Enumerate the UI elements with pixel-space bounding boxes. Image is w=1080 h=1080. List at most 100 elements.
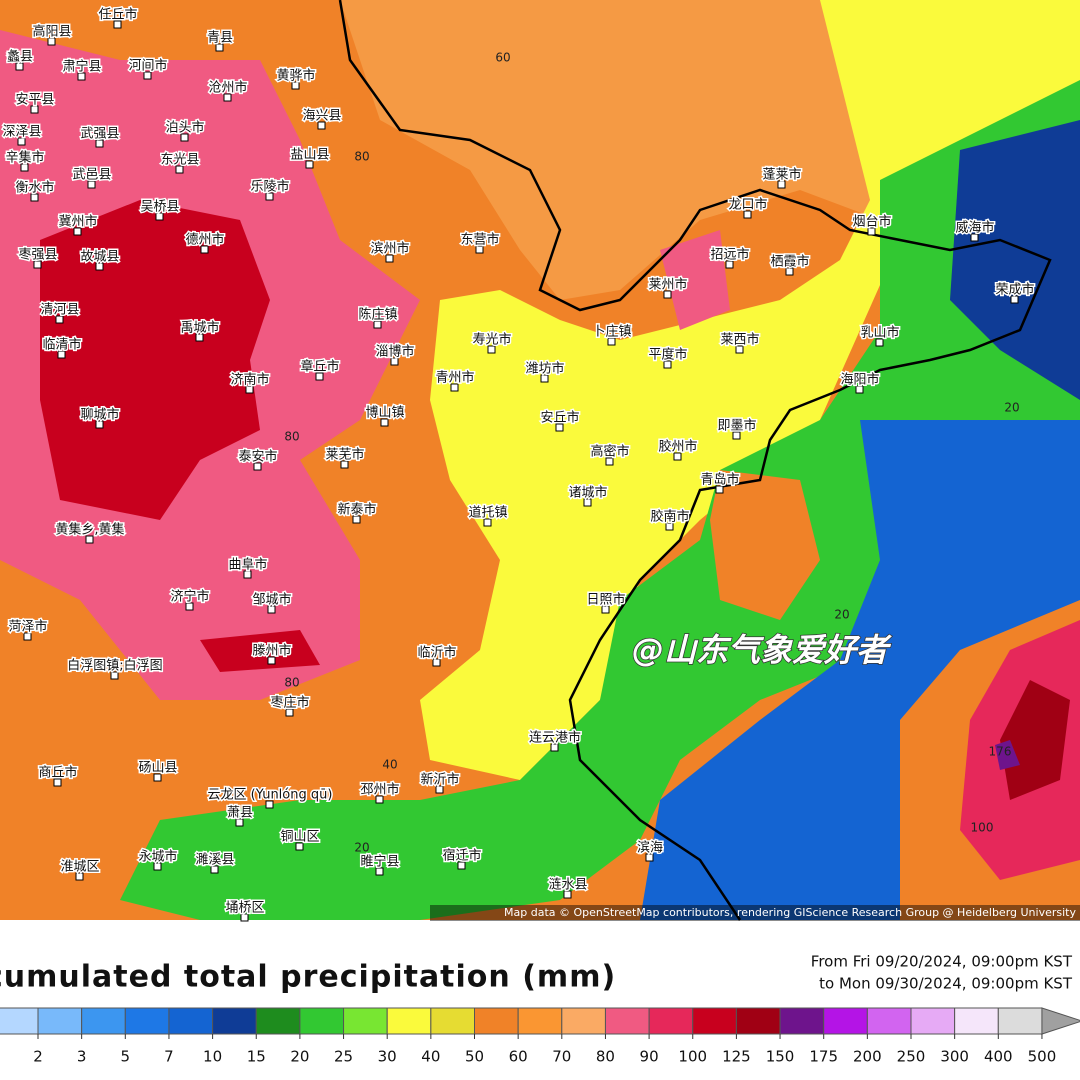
place-label: 乳山市 [860,325,899,341]
place-label: 滨海 [637,840,663,856]
place-label: 蓬莱市 [762,167,801,183]
place-marker [55,315,64,324]
place-marker [777,180,786,189]
place-marker [550,743,559,752]
place-marker [317,121,326,130]
colorbar-swatch [343,1007,388,1035]
colorbar-tick-label: 60 [509,1048,528,1066]
contour-label: 80 [354,150,369,164]
period-to: to Mon 09/30/2024, 09:00pm KST [819,975,1073,993]
place-marker [175,165,184,174]
place-label: 滕州市 [252,643,291,659]
place-marker [450,383,459,392]
colorbar-tick-label: 100 [678,1048,707,1066]
place-marker [77,72,86,81]
place-label: 滨州市 [370,241,409,257]
place-label: 故城县 [80,250,119,265]
place-marker [110,671,119,680]
place-label: 新泰市 [337,502,376,518]
place-marker [855,385,864,394]
colorbar-swatch [124,1007,170,1035]
place-label: 河间市 [128,58,167,74]
place-label: 涟水县 [548,877,587,893]
place-label: 辛集市 [5,150,44,166]
place-marker [153,862,162,871]
field-purple-sea [995,740,1020,770]
place-label: 萧县 [227,806,253,821]
place-marker [33,260,42,269]
place-label: 招远市 [710,247,749,263]
colorbar-swatch [692,1007,737,1035]
field-blue [640,420,1080,920]
place-marker [725,260,734,269]
place-label: 东光县 [160,153,199,168]
contour-label: 60 [495,51,510,65]
place-label: 胶南市 [650,509,689,525]
place-label: 德州市 [185,232,224,248]
field-red [40,200,270,520]
place-marker [390,357,399,366]
place-label: 陈庄镇 [358,307,397,323]
place-marker [743,210,752,219]
colorbar-tick-label: 40 [421,1048,440,1066]
place-label: 胶州市 [658,439,697,455]
place-marker [352,515,361,524]
contour-label: 20 [1004,401,1019,415]
colorbar-tick-label: 125 [722,1048,751,1066]
place-label: 淄博市 [375,344,414,360]
colorbar-swatch [0,1007,39,1035]
place-label: 盐山县 [290,148,329,163]
place-marker [875,338,884,347]
place-marker [435,785,444,794]
place-label: 章丘市 [300,359,339,375]
place-marker [30,193,39,202]
colorbar-swatch [779,1007,825,1035]
contour-label: 80 [284,430,299,444]
place-label: 安平县 [15,93,54,108]
place-label: 龙口市 [728,197,767,213]
colorbar-swatch [997,1007,1043,1035]
place-label: 新沂市 [420,772,459,788]
place-marker [970,233,979,242]
field-orange-sea [710,470,820,620]
coastline [338,0,1052,921]
colorbar-tick-label: 500 [1028,1048,1057,1066]
place-label: 睢宁县 [360,854,399,870]
place-label: 海阳市 [840,372,879,388]
place-marker [243,570,252,579]
place-label: 平度市 [648,347,687,363]
colorbar-tick-label: 5 [121,1048,131,1066]
place-marker [432,658,441,667]
place-marker [555,423,564,432]
contour-label: 100 [971,821,994,835]
place-label: 烟台市 [852,214,891,230]
place-label: 枣庄市 [270,695,309,711]
contour-label: 20 [834,608,849,622]
colorbar-tick-label: 175 [809,1048,838,1066]
place-label: 商丘市 [38,765,77,781]
place-label: 枣强县 [18,248,57,263]
colorbar-arrow [1041,1007,1080,1035]
watermark: @山东气象爱好者 [632,631,892,669]
place-marker [475,245,484,254]
place-marker [373,320,382,329]
place-marker [143,71,152,80]
place-label: 济宁市 [170,589,209,605]
place-label: 高密市 [590,444,629,460]
place-marker [295,842,304,851]
place-marker [265,800,274,809]
place-label: 连云港市 [529,730,581,746]
colorbar-tick-label: 7 [164,1048,174,1066]
place-label: 菏泽市 [8,619,47,635]
place-label: 寿光市 [472,332,511,348]
place-marker [785,267,794,276]
place-marker [673,452,682,461]
place-marker [267,656,276,665]
colorbar-tick-label: 30 [378,1048,397,1066]
place-marker [180,133,189,142]
place-marker [23,632,32,641]
colorbar-swatch [866,1007,912,1035]
place-marker [867,227,876,236]
